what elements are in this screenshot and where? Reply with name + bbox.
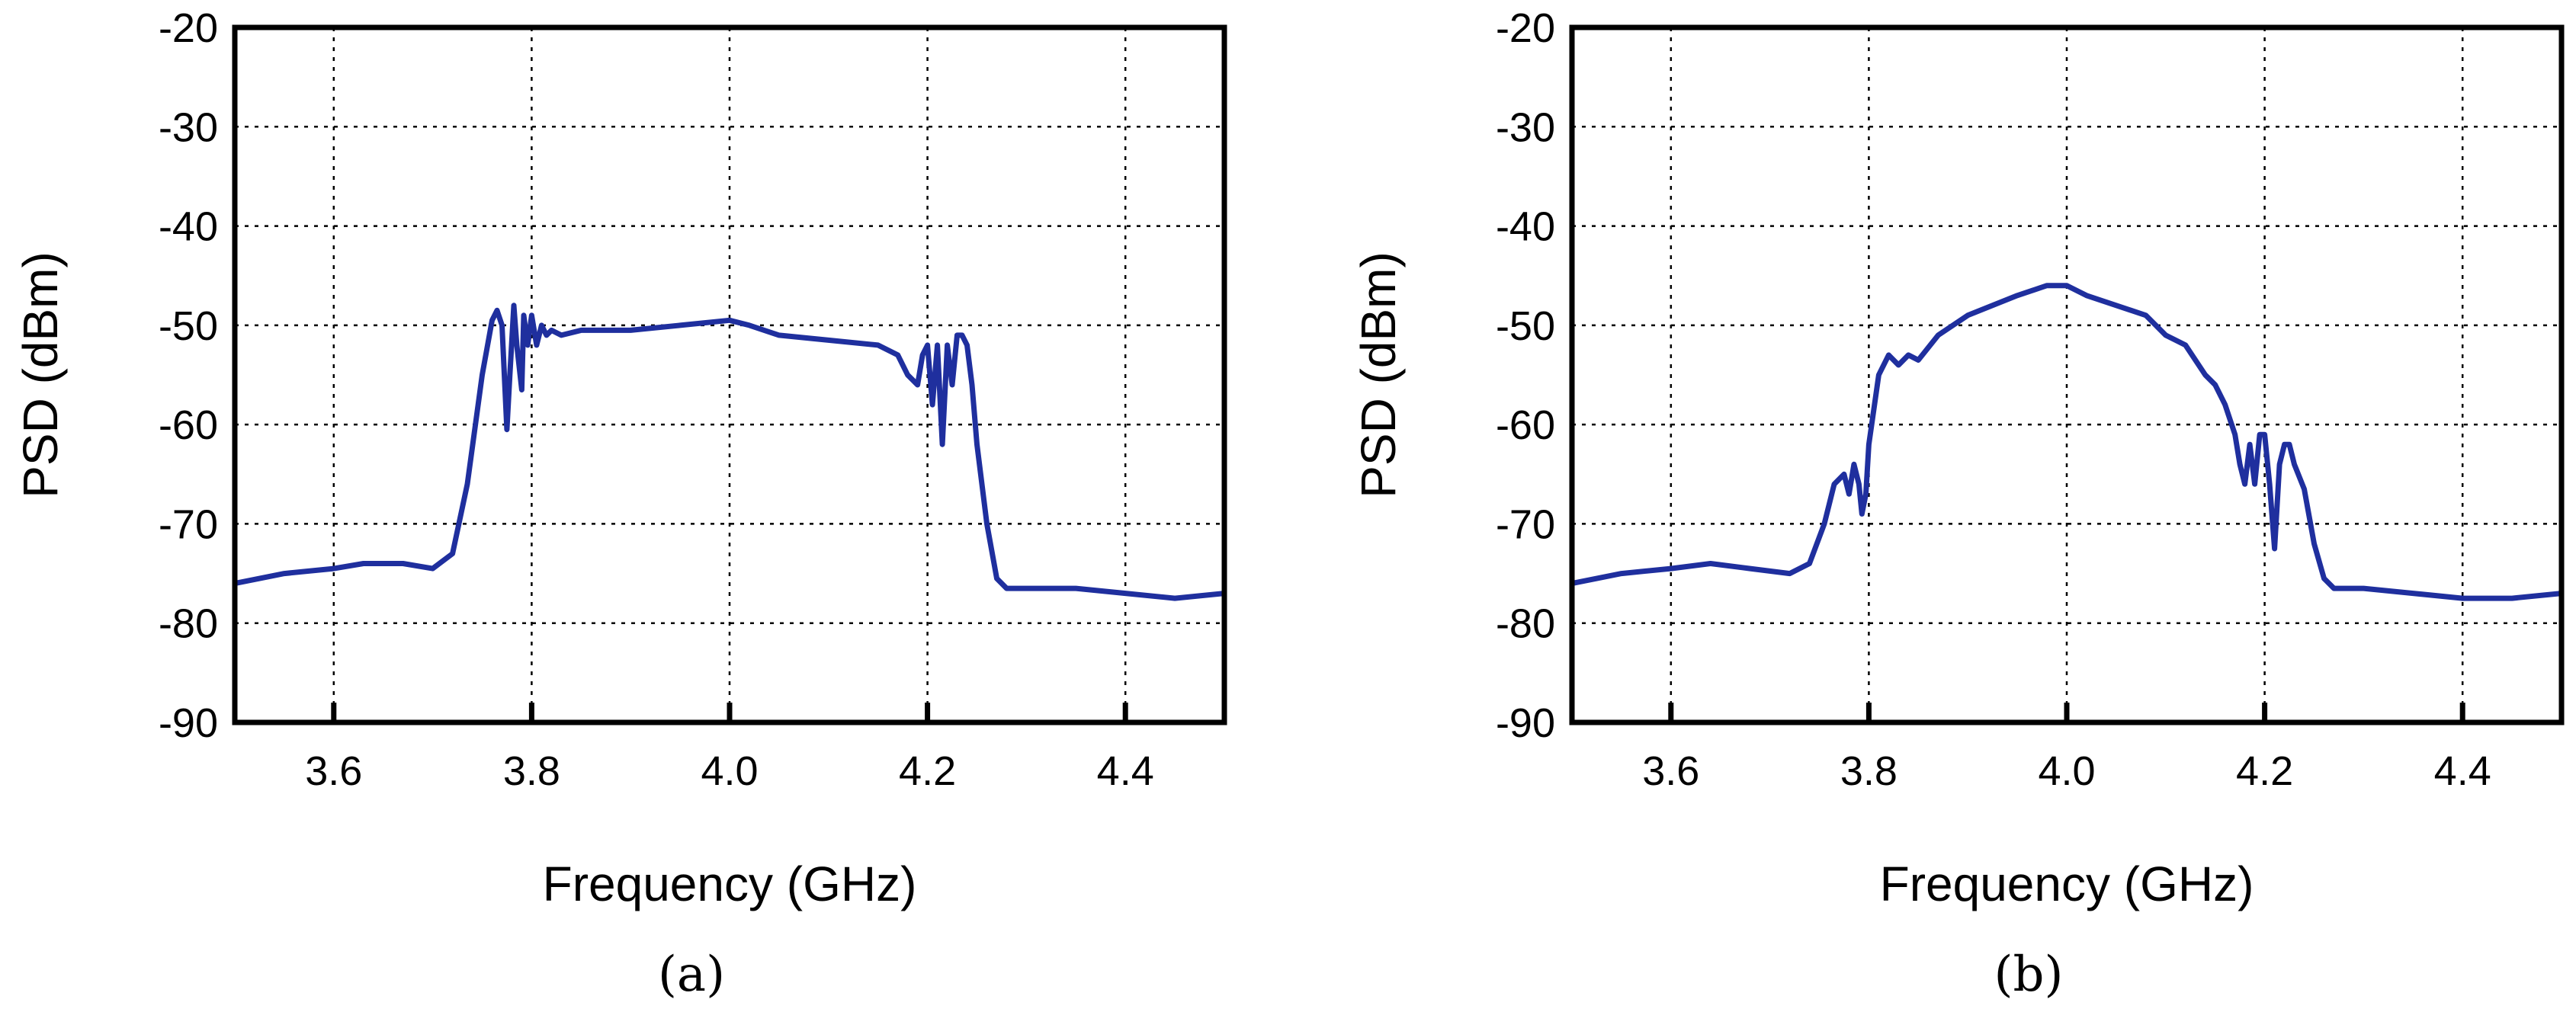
x-tick-label: 4.4 (2434, 748, 2491, 794)
y-axis-title: PSD (dBm) (13, 251, 68, 498)
panel-caption: (b) (1994, 946, 2064, 1003)
y-tick-label: -60 (1496, 402, 1555, 448)
y-tick-label: -90 (1496, 700, 1555, 746)
x-tick-label: 3.8 (503, 748, 560, 794)
y-tick-label: -20 (159, 5, 218, 51)
y-tick-label: -70 (1496, 501, 1555, 547)
chart-panel-a: -90 -80 -70 -60 -50 -40 -30 -20 3.6 3.8 4.0 4.2 4.4… (13, 5, 1227, 1003)
x-axis-title: Frequency (GHz) (543, 857, 917, 911)
axis-ticks (1668, 703, 2465, 722)
y-tick-label: -20 (1496, 5, 1555, 51)
y-tick-label: -30 (159, 104, 218, 150)
y-tick-label: -70 (159, 501, 218, 547)
x-tick-label: 4.0 (2038, 748, 2095, 794)
x-tick-label: 4.0 (701, 748, 758, 794)
y-tick-label: -40 (159, 204, 218, 250)
x-tick-label: 4.2 (899, 748, 956, 794)
grid (1572, 27, 2562, 722)
x-tick-labels: 3.6 3.8 4.0 4.2 4.4 (1642, 748, 2491, 794)
x-axis-title: Frequency (GHz) (1880, 857, 2254, 911)
x-tick-label: 3.6 (1642, 748, 1699, 794)
y-tick-label: -80 (159, 601, 218, 647)
x-tick-label: 4.4 (1097, 748, 1154, 794)
panel-caption: (a) (658, 946, 725, 1003)
chart-panel-b: -90 -80 -70 -60 -50 -40 -30 -20 3.6 3.8 4.0 4.2 4.4… (1351, 5, 2565, 1003)
x-tick-label: 4.2 (2236, 748, 2293, 794)
y-tick-label: -40 (1496, 204, 1555, 250)
y-tick-labels: -90 -80 -70 -60 -50 -40 -30 -20 (159, 5, 218, 746)
plot-frame (1569, 24, 2565, 725)
axis-ticks (331, 703, 1128, 722)
y-axis-title: PSD (dBm) (1351, 251, 1406, 498)
grid (235, 27, 1224, 722)
psd-series-line (232, 303, 1227, 601)
plot-frame (232, 24, 1227, 725)
y-tick-label: -50 (159, 303, 218, 349)
y-tick-label: -80 (1496, 601, 1555, 647)
x-tick-label: 3.6 (305, 748, 362, 794)
y-tick-label: -30 (1496, 104, 1555, 150)
x-tick-label: 3.8 (1840, 748, 1898, 794)
x-tick-labels: 3.6 3.8 4.0 4.2 4.4 (305, 748, 1153, 794)
psd-series-line (1569, 283, 2565, 601)
y-tick-label: -60 (159, 402, 218, 448)
y-tick-labels: -90 -80 -70 -60 -50 -40 -30 -20 (1496, 5, 1555, 746)
y-tick-label: -50 (1496, 303, 1555, 349)
y-tick-label: -90 (159, 700, 218, 746)
